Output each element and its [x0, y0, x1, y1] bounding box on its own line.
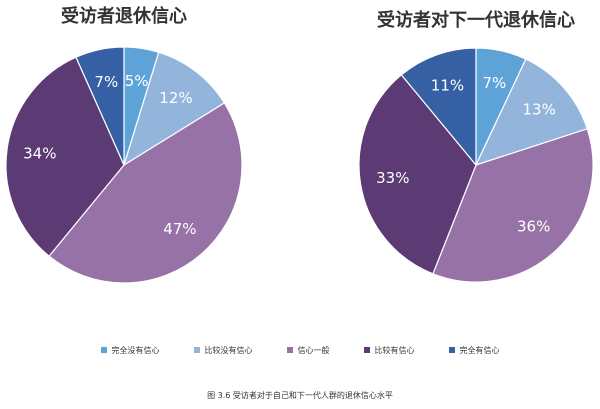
legend-swatch — [448, 347, 455, 353]
legend-label: 比较没有信心 — [204, 345, 253, 355]
legend-label: 完全没有信心 — [111, 345, 160, 355]
data-label-neutral: 36% — [517, 217, 550, 235]
legend: 完全没有信心 比较没有信心 信心一般 比较有信心 完全有信心 — [0, 343, 600, 357]
pie-chart-self: 受访者退休信心 5% 12% 47% 34% 7% — [5, 5, 243, 284]
legend-swatch — [100, 347, 107, 353]
pie-slice-low — [122, 51, 226, 167]
data-label-high: 33% — [376, 169, 409, 187]
legend-swatch — [193, 347, 200, 353]
legend-item-full: 完全有信心 — [448, 343, 500, 357]
data-label-low: 13% — [523, 100, 556, 118]
legend-item-low: 比较没有信心 — [193, 343, 253, 357]
pie-slice-neutral — [48, 102, 243, 284]
data-label-high: 34% — [23, 145, 56, 163]
legend-label: 完全有信心 — [459, 345, 500, 355]
data-label-full: 11% — [431, 77, 464, 95]
legend-label: 比较有信心 — [374, 345, 415, 355]
chart-title-next-generation: 受访者对下一代退休信心 — [377, 9, 575, 31]
pie-slice-high — [5, 56, 125, 257]
pie-slice-full — [75, 46, 125, 166]
data-label-none: 7% — [482, 74, 506, 92]
legend-label: 信心一般 — [297, 345, 330, 355]
data-label-full: 7% — [94, 73, 118, 91]
figure-caption: 图 3.6 受访者对于自己和下一代人群的退休信心水平 — [207, 391, 393, 400]
legend-item-neutral: 信心一般 — [286, 343, 330, 357]
legend-swatch — [286, 347, 293, 353]
pie-slice-full — [400, 47, 477, 167]
chart-title-self: 受访者退休信心 — [61, 5, 187, 27]
pie-slice-low — [474, 58, 589, 166]
data-label-neutral: 47% — [163, 220, 196, 238]
legend-swatch — [363, 347, 370, 353]
data-label-low: 12% — [159, 89, 192, 107]
pie-slice-neutral — [432, 128, 594, 283]
pie-slice-high — [358, 74, 477, 275]
pie-chart-next-generation: 受访者对下一代退休信心 7% 13% 36% 33% 11% — [358, 9, 594, 283]
legend-item-high: 比较有信心 — [363, 343, 415, 357]
legend-item-none: 完全没有信心 — [100, 343, 160, 357]
data-label-none: 5% — [125, 72, 149, 90]
